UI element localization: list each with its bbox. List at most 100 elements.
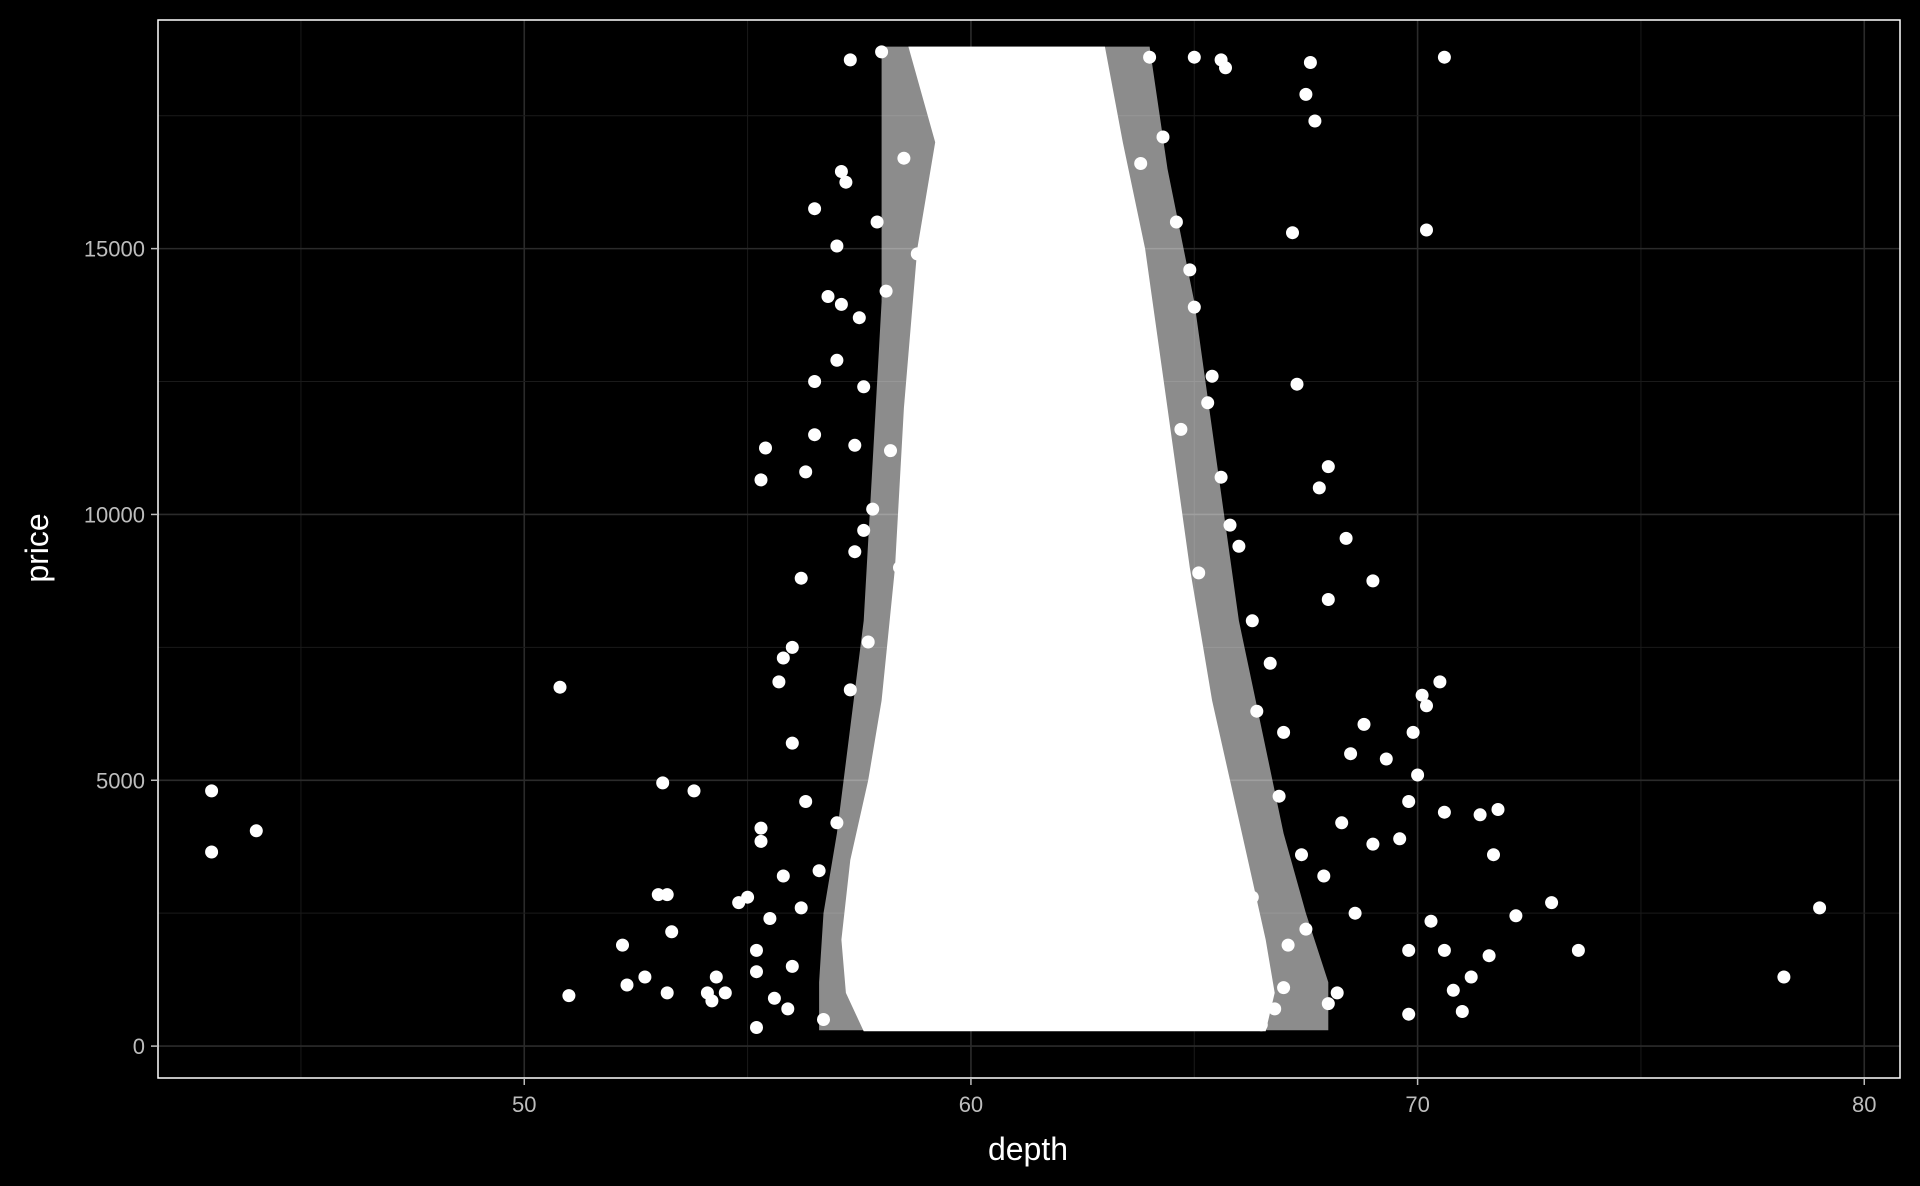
data-point (1183, 263, 1197, 277)
data-point (1321, 460, 1335, 474)
data-point (808, 202, 822, 216)
data-point (1433, 675, 1447, 689)
data-point (1281, 938, 1295, 952)
data-point (1192, 566, 1206, 580)
data-point (1339, 531, 1353, 545)
data-point (1348, 906, 1362, 920)
data-point (1169, 215, 1183, 229)
data-point (1366, 574, 1380, 588)
data-point (1420, 223, 1433, 237)
data-point (638, 970, 652, 984)
y-tick-label: 5000 (96, 768, 145, 793)
data-point (817, 1013, 830, 1026)
data-point (1402, 943, 1416, 957)
data-point (830, 239, 844, 253)
data-point (620, 978, 634, 992)
data-point (848, 438, 862, 452)
data-points (205, 45, 1827, 1034)
data-point (857, 523, 871, 537)
data-point (884, 444, 897, 458)
data-point (1201, 396, 1215, 410)
data-point (660, 986, 674, 1000)
data-point (1263, 656, 1277, 670)
data-point (866, 502, 880, 516)
data-point (665, 925, 679, 939)
data-point (1295, 848, 1308, 862)
data-point (687, 784, 701, 798)
data-point (562, 989, 576, 1003)
data-point (1250, 704, 1264, 718)
panel-border (157, 19, 1901, 1079)
data-point (776, 651, 790, 665)
data-point (839, 175, 853, 189)
y-tick-label: 10000 (84, 502, 145, 527)
data-point (750, 943, 763, 957)
x-tick-label: 60 (959, 1092, 983, 1117)
data-point (799, 465, 813, 479)
data-point (852, 311, 866, 325)
data-point (1420, 699, 1433, 713)
data-point (830, 353, 844, 367)
dense-halo-region (819, 46, 1329, 1031)
y-axis-title: price (19, 513, 55, 582)
data-point (785, 640, 799, 654)
data-point (1482, 949, 1496, 963)
data-point (1357, 717, 1371, 731)
data-point (1299, 922, 1313, 936)
data-point (754, 821, 768, 835)
data-point (772, 675, 786, 689)
data-point (754, 473, 768, 487)
data-point (553, 680, 567, 694)
data-point (870, 215, 884, 229)
data-point (1223, 518, 1237, 532)
data-point (750, 965, 763, 979)
data-point (656, 776, 670, 790)
data-point (1134, 157, 1148, 170)
data-point (808, 375, 822, 388)
data-point (1187, 300, 1201, 314)
data-point (857, 380, 871, 394)
data-point (1143, 50, 1157, 64)
data-point (1272, 789, 1286, 803)
data-point (759, 441, 772, 455)
data-point (1437, 805, 1451, 819)
data-point (1415, 688, 1429, 702)
data-point (1308, 114, 1322, 128)
data-point (852, 981, 866, 995)
data-point (1219, 61, 1232, 75)
x-tick-label: 50 (512, 1092, 536, 1117)
x-axis-title: depth (988, 1131, 1068, 1167)
data-point (1344, 747, 1358, 761)
data-point (794, 571, 808, 585)
data-point (785, 959, 799, 973)
data-point (1437, 50, 1451, 64)
data-point (834, 165, 848, 178)
data-point (1290, 377, 1304, 391)
data-point (1455, 1005, 1469, 1018)
data-point (781, 1002, 795, 1016)
data-point (205, 845, 219, 859)
data-point (1312, 481, 1326, 495)
data-point (763, 912, 777, 925)
data-point (1487, 848, 1500, 862)
data-point (1232, 539, 1246, 553)
x-tick-label: 80 (1852, 1092, 1876, 1117)
data-point (1299, 87, 1313, 101)
data-point (1277, 981, 1291, 995)
data-point (1509, 909, 1523, 923)
data-point (1138, 327, 1152, 341)
data-point (205, 784, 219, 798)
data-point (875, 45, 889, 59)
data-point (1187, 50, 1201, 64)
data-point (750, 1021, 763, 1034)
data-point (1245, 890, 1259, 904)
data-point (1156, 130, 1170, 144)
data-point (1813, 901, 1827, 915)
data-point (249, 824, 263, 838)
data-point (799, 795, 813, 808)
data-point (1393, 832, 1407, 846)
data-point (808, 428, 822, 442)
x-axis-ticks: 50 60 70 80 (512, 1078, 1877, 1117)
data-point (843, 683, 857, 697)
data-point (651, 888, 665, 902)
